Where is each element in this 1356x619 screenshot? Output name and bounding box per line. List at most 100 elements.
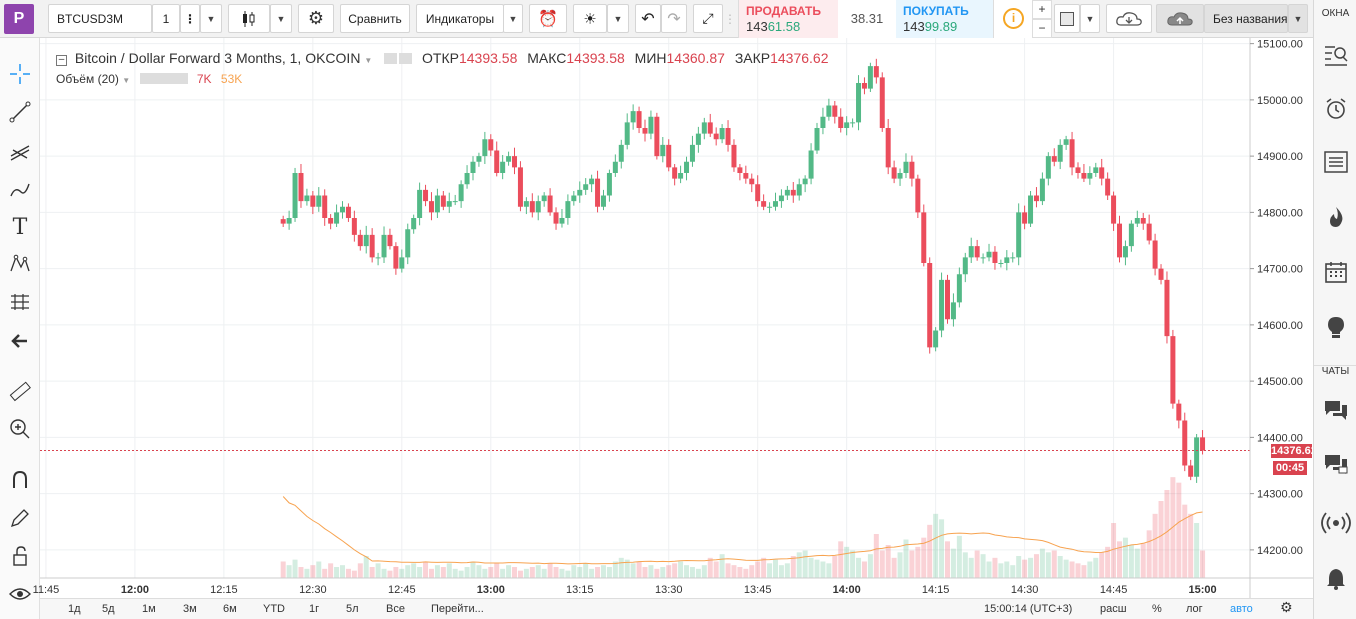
goto-date-button[interactable]: Перейти... bbox=[431, 603, 484, 615]
pattern-tool[interactable] bbox=[6, 250, 34, 278]
chart-style-dropdown[interactable]: ▼ bbox=[270, 4, 292, 33]
candle-body bbox=[826, 105, 832, 117]
private-chats-button[interactable] bbox=[1320, 449, 1352, 479]
cloud-download-icon bbox=[1116, 11, 1142, 26]
log-scale-button[interactable]: лог bbox=[1186, 603, 1203, 615]
ruler-tool[interactable] bbox=[6, 377, 34, 405]
scale-extended-button[interactable]: расш bbox=[1100, 603, 1127, 615]
volume-legend-buttons[interactable] bbox=[139, 73, 188, 84]
zoom-tool[interactable] bbox=[6, 415, 34, 443]
buy-button[interactable]: ПОКУПАТЬ 14399.89 bbox=[896, 0, 994, 38]
compare-button[interactable]: Сравнить bbox=[340, 4, 410, 33]
remove-drawings-tool[interactable] bbox=[6, 327, 34, 355]
collapse-legend-icon[interactable]: – bbox=[56, 55, 67, 66]
chart-style-button[interactable] bbox=[228, 4, 270, 33]
visibility-tool[interactable] bbox=[6, 580, 34, 608]
price-axis[interactable]: 15100.00 15000.00 14900.00 14800.00 14700.00… bbox=[1250, 39, 1303, 557]
volume-bar bbox=[571, 565, 577, 578]
sell-button[interactable]: ПРОДАВАТЬ 14361.58 bbox=[738, 0, 838, 38]
notifications-button[interactable] bbox=[1320, 564, 1352, 594]
pattern-icon bbox=[10, 254, 30, 272]
settings-button[interactable]: ⚙ bbox=[298, 4, 334, 33]
load-layout-button[interactable] bbox=[1106, 4, 1152, 33]
range-button-6[interactable]: 1г bbox=[309, 603, 320, 615]
volume-title[interactable]: Объём (20) bbox=[56, 72, 119, 86]
ideas-button[interactable]: ☀ bbox=[573, 4, 607, 33]
candle-body bbox=[796, 184, 802, 196]
zoom-in-button[interactable]: + bbox=[1032, 0, 1052, 19]
brush-tool[interactable] bbox=[6, 175, 34, 203]
range-button-3[interactable]: 3м bbox=[183, 603, 197, 615]
legend-settings-icon[interactable] bbox=[399, 53, 413, 64]
volume-bar bbox=[345, 568, 351, 578]
chart-area[interactable]: 15100.00 15000.00 14900.00 14800.00 14700.00… bbox=[0, 0, 1313, 619]
candle-body bbox=[1194, 437, 1200, 477]
series-title[interactable]: Bitcoin / Dollar Forward 3 Months, 1, OK… bbox=[74, 50, 361, 66]
auto-scale-button[interactable]: авто bbox=[1230, 603, 1253, 615]
magnet-tool[interactable] bbox=[6, 466, 34, 494]
indicators-dropdown[interactable]: ▼ bbox=[503, 4, 523, 33]
layout-name-button[interactable]: Без названия bbox=[1204, 4, 1288, 33]
info-button[interactable]: i bbox=[994, 0, 1032, 38]
volume-bar bbox=[743, 568, 749, 578]
public-chats-button[interactable] bbox=[1320, 395, 1352, 425]
volume-bar bbox=[328, 563, 334, 578]
range-button-7[interactable]: 5л bbox=[346, 603, 359, 615]
caret-down-icon[interactable]: ▼ bbox=[364, 56, 373, 65]
clock-display[interactable]: 15:00:14 (UTC+3) bbox=[984, 603, 1073, 615]
range-button-0[interactable]: 1д bbox=[68, 603, 81, 615]
redo-button[interactable]: ↷ bbox=[661, 4, 687, 33]
layout-dropdown[interactable]: ▼ bbox=[1288, 4, 1308, 33]
range-button-1[interactable]: 5д bbox=[102, 603, 115, 615]
percent-scale-button[interactable]: % bbox=[1152, 603, 1162, 615]
fullscreen-button[interactable]: ⤢ bbox=[693, 4, 723, 33]
caret-down-icon[interactable]: ▼ bbox=[122, 76, 131, 85]
stay-in-drawing-tool[interactable] bbox=[6, 504, 34, 532]
alert-button[interactable]: ⏰ bbox=[529, 4, 567, 33]
trend-line-tool[interactable] bbox=[6, 98, 34, 126]
lock-tool[interactable] bbox=[6, 542, 34, 570]
save-layout-button[interactable] bbox=[1156, 4, 1204, 33]
candle-body bbox=[304, 195, 310, 202]
interval-button[interactable]: 1 bbox=[152, 4, 180, 33]
streams-button[interactable] bbox=[1320, 508, 1352, 538]
range-button-2[interactable]: 1м bbox=[142, 603, 156, 615]
volume-bar bbox=[541, 568, 547, 578]
data-window-button[interactable] bbox=[1320, 147, 1352, 177]
drawing-style-button[interactable] bbox=[1054, 4, 1080, 33]
volume-ma-value: 53K bbox=[220, 72, 243, 86]
interval-menu-button[interactable]: ⋮ bbox=[180, 4, 200, 33]
candle-body bbox=[399, 257, 405, 269]
drag-handle[interactable]: ⋮ bbox=[724, 11, 736, 26]
gear-icon: ⚙ bbox=[307, 8, 325, 28]
symbol-search[interactable]: BTCUSD3M bbox=[48, 4, 152, 33]
crosshair-tool[interactable] bbox=[6, 60, 34, 88]
candle-body bbox=[464, 173, 470, 185]
volume-bar bbox=[476, 565, 482, 578]
volume-bar bbox=[707, 557, 713, 578]
pitchfork-tool[interactable] bbox=[6, 137, 34, 165]
watchlist-button[interactable] bbox=[1320, 40, 1352, 70]
interval-dropdown[interactable]: ▼ bbox=[200, 4, 222, 33]
logo[interactable]: P bbox=[4, 4, 34, 34]
chart-settings-button[interactable]: ⚙ bbox=[1280, 600, 1293, 615]
ideas-stream-button[interactable] bbox=[1320, 312, 1352, 342]
time-axis[interactable]: 11:45 12:00 12:15 12:30 12:45 13:00 13:15 13:30… bbox=[33, 584, 1217, 596]
legend-eye-icon[interactable] bbox=[384, 53, 398, 64]
drawing-style-dropdown[interactable]: ▼ bbox=[1080, 4, 1100, 33]
prediction-tool[interactable] bbox=[6, 288, 34, 316]
range-button-4[interactable]: 6м bbox=[223, 603, 237, 615]
candle-body bbox=[411, 218, 417, 230]
alerts-button[interactable] bbox=[1320, 94, 1352, 124]
range-button-5[interactable]: YTD bbox=[263, 603, 285, 615]
indicators-button[interactable]: Индикаторы bbox=[416, 4, 504, 33]
volume-bar bbox=[1152, 513, 1158, 578]
text-tool[interactable]: T bbox=[6, 213, 34, 241]
hotlists-button[interactable] bbox=[1320, 202, 1352, 232]
zoom-out-button[interactable]: − bbox=[1032, 19, 1052, 38]
time-tick-label: 12:00 bbox=[121, 584, 149, 596]
range-button-8[interactable]: Все bbox=[386, 603, 405, 615]
calendar-button[interactable] bbox=[1320, 257, 1352, 287]
undo-button[interactable]: ↶ bbox=[635, 4, 661, 33]
ideas-dropdown[interactable]: ▼ bbox=[607, 4, 629, 33]
